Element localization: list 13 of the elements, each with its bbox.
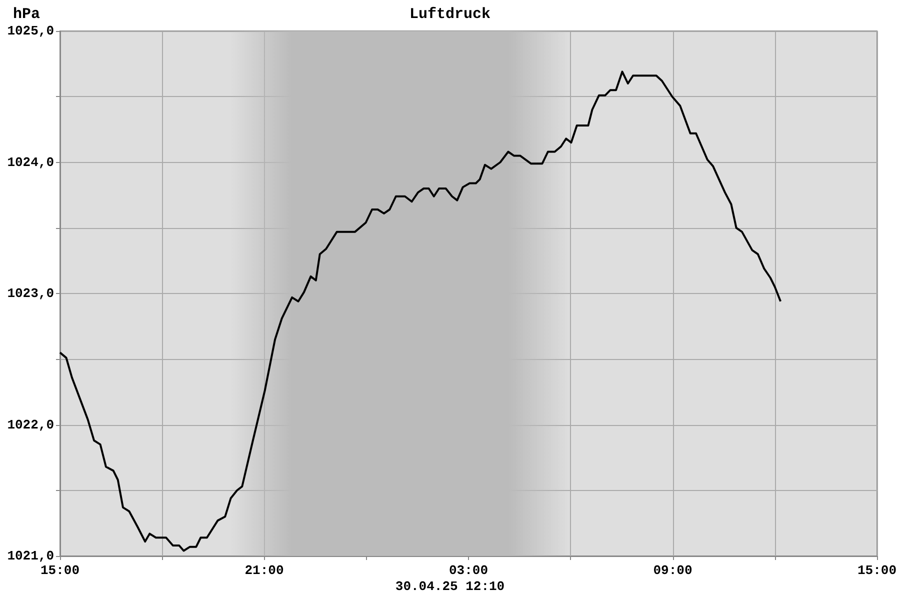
x-tick-label: 15:00 [857, 563, 897, 578]
x-tick-label: 03:00 [448, 563, 488, 578]
x-tick-label: 21:00 [244, 563, 284, 578]
y-tick-label: 1021,0 [7, 548, 54, 564]
y-tick-label: 1022,0 [7, 417, 54, 432]
text: 30.04.25 12:10 [395, 579, 505, 594]
x-tick-label: 09:00 [653, 563, 692, 578]
y-tick-label: 1024,0 [7, 154, 54, 170]
y-tick-label: 1023,0 [7, 286, 54, 301]
chart-title: Luftdruck [409, 6, 491, 23]
y-tick-label: 1025,0 [7, 24, 54, 38]
y-axis-title: hPa [13, 6, 40, 23]
x-tick-label: 15:00 [40, 563, 80, 578]
